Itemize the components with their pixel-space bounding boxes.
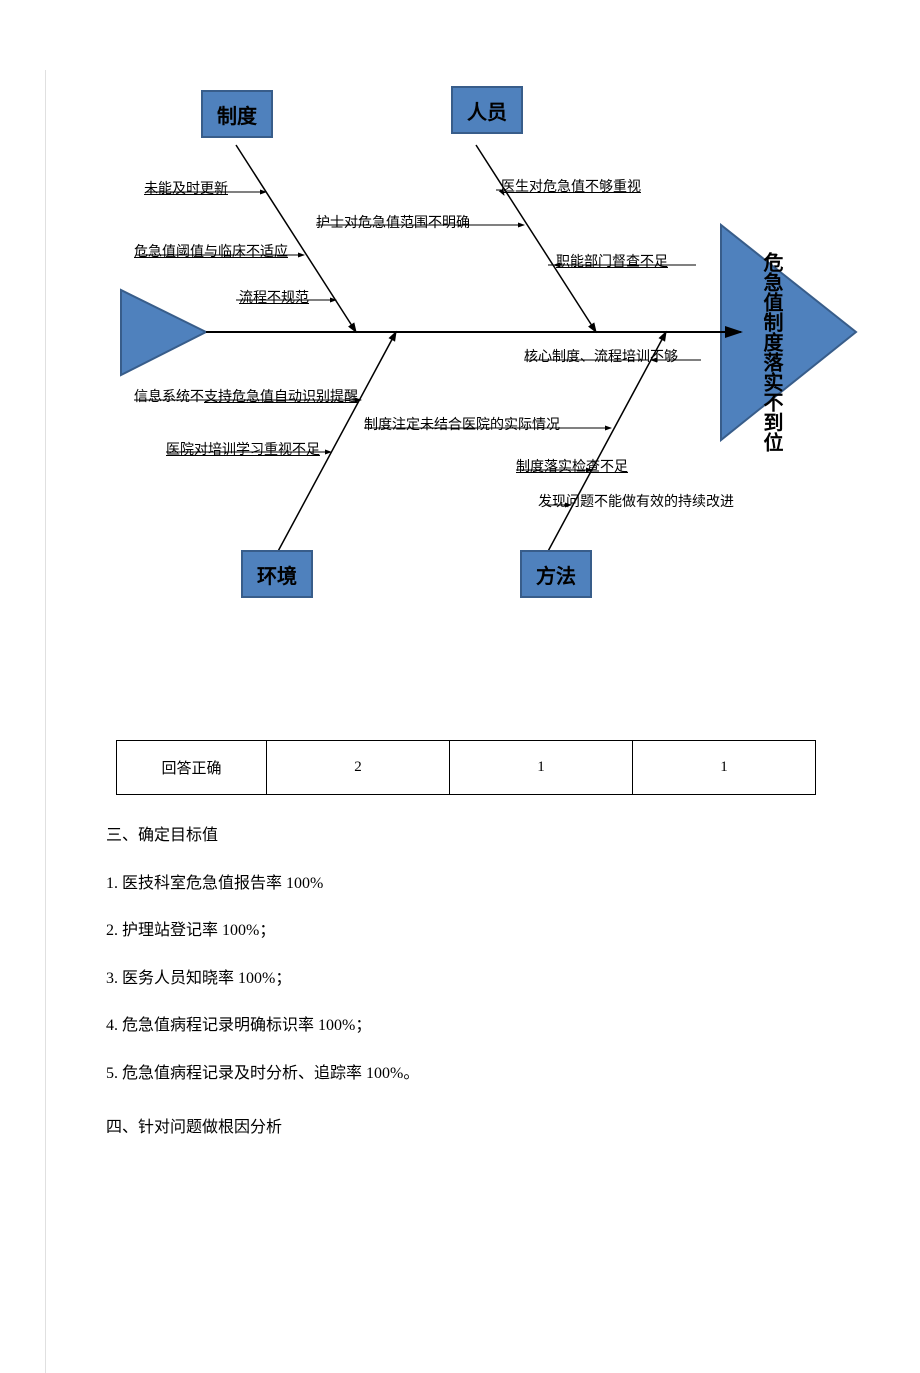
table-cell-v3: 1	[633, 741, 816, 795]
cause-env-2: 医院对培训学习重视不足	[166, 439, 320, 459]
fishbone-diagram: 制度 人员 环境 方法 危急值制度落实不到位 未能及时更新 危急值阈值与临床不适…	[86, 70, 901, 650]
goal-5: 5. 危急值病程记录及时分析、追踪率 100%。	[106, 1061, 920, 1087]
goal-1: 1. 医技科室危急值报告率 100%	[106, 871, 920, 897]
cause-method-3: 发现问题不能做有效的持续改进	[538, 491, 734, 511]
result-label: 危急值制度落实不到位	[756, 252, 786, 452]
cause-people-4: 核心制度、流程培训不够	[524, 346, 678, 366]
branch-people	[476, 145, 596, 332]
category-method-label: 方法	[536, 560, 576, 589]
category-people-label: 人员	[467, 96, 507, 125]
table-cell-v1: 2	[267, 741, 450, 795]
category-people: 人员	[451, 86, 523, 134]
cause-method-2: 制度落实检查不足	[516, 456, 628, 476]
answer-table: 回答正确 2 1 1	[116, 740, 816, 795]
cause-env-1: 信息系统不支持危急值自动识别提醒	[134, 386, 358, 406]
cause-system-1: 未能及时更新	[144, 178, 228, 198]
category-system-label: 制度	[217, 100, 257, 129]
section-target-heading: 三、确定目标值	[106, 823, 920, 849]
category-env-label: 环境	[257, 560, 297, 589]
table-cell-label: 回答正确	[117, 741, 267, 795]
goal-4: 4. 危急值病程记录明确标识率 100%；	[106, 1013, 920, 1039]
cause-people-1: 医生对危急值不够重视	[501, 176, 641, 196]
category-env: 环境	[241, 550, 313, 598]
cause-people-2: 护士对危急值范围不明确	[316, 212, 470, 232]
spine-tail	[121, 290, 206, 375]
cause-system-2: 危急值阈值与临床不适应	[134, 241, 288, 261]
cause-method-1: 制度注定未结合医院的实际情况	[364, 414, 560, 434]
category-method: 方法	[520, 550, 592, 598]
result-arrow	[721, 225, 856, 440]
category-system: 制度	[201, 90, 273, 138]
cause-system-3: 流程不规范	[239, 287, 309, 307]
goal-3: 3. 医务人员知晓率 100%；	[106, 966, 920, 992]
table-cell-v2: 1	[450, 741, 633, 795]
goal-2: 2. 护理站登记率 100%；	[106, 918, 920, 944]
section-rootcause-heading: 四、针对问题做根因分析	[106, 1115, 920, 1141]
cause-people-3: 职能部门督查不足	[556, 251, 668, 271]
table-row: 回答正确 2 1 1	[117, 741, 816, 795]
